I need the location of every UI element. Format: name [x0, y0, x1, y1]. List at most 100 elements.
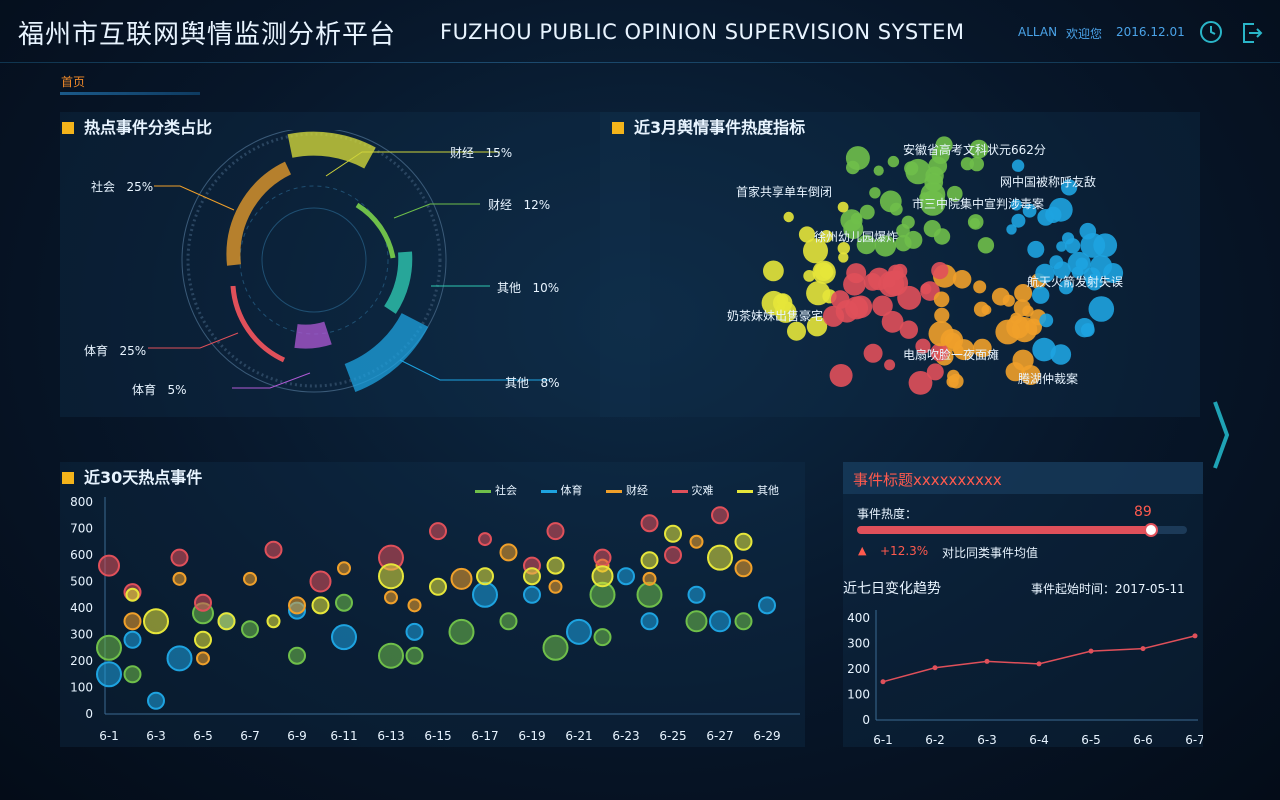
x-tick-label: 6-11	[330, 729, 357, 743]
bubble-dot	[972, 338, 992, 358]
bubble-dot	[1027, 240, 1045, 258]
bubble-dot	[845, 146, 870, 171]
legend-label[interactable]: 社会	[495, 484, 517, 497]
scatter-point	[707, 544, 733, 571]
scatter-point	[243, 571, 257, 586]
scatter-point	[96, 661, 122, 688]
y-tick-label: 0	[85, 707, 93, 721]
x-tick-label: 6-19	[518, 729, 545, 743]
logout-icon[interactable]	[1240, 21, 1264, 45]
bubble-dot	[1035, 263, 1055, 284]
scatter-point	[331, 624, 357, 651]
y-tick-label: 300	[847, 637, 870, 651]
bubble-dot	[1056, 241, 1067, 252]
bubble-dot	[859, 204, 875, 220]
bubble-label[interactable]: 安徽省高考文科状元662分	[903, 143, 1046, 157]
donut-label: 体育 5%	[132, 383, 187, 397]
legend-label[interactable]: 体育	[560, 484, 583, 497]
bubble-dot	[1062, 232, 1075, 245]
scatter-point	[499, 612, 518, 631]
chevron-right-icon[interactable]	[1212, 400, 1230, 470]
scatter-point	[591, 565, 614, 588]
x-tick-label: 6-17	[471, 729, 498, 743]
bubble-dot	[1032, 286, 1050, 304]
donut-arc-sports-25	[230, 285, 286, 363]
scatter-point	[664, 546, 682, 564]
bubble-label[interactable]: 网中国被称呼友敌	[1000, 175, 1097, 189]
heat-bar-fill	[857, 526, 1151, 534]
clock-icon[interactable]	[1199, 20, 1223, 44]
detail-title-bar	[843, 462, 1203, 494]
bubble-dot	[806, 316, 828, 337]
bubble-cloud	[761, 136, 1124, 395]
bubble-label[interactable]: 腾湖仲裁案	[1018, 372, 1079, 386]
current-date: 2016.12.01	[1116, 25, 1185, 39]
bubble-dot	[915, 338, 931, 354]
bubble-label[interactable]: 奶茶妹妹出售豪宅	[727, 309, 824, 323]
scatter-point	[523, 567, 541, 586]
bubble-dot	[837, 201, 849, 213]
scatter-point	[429, 577, 447, 596]
legend-label[interactable]: 灾难	[691, 484, 714, 497]
x-tick-label: 6-1	[873, 733, 893, 747]
bubble-dot	[1048, 197, 1073, 222]
y-tick-label: 600	[70, 548, 93, 562]
bubble-dot	[935, 136, 953, 154]
bubble-dot	[872, 295, 893, 317]
bubble-label[interactable]: 首家共享单车倒闭	[736, 185, 833, 199]
x-tick-label: 6-6	[1133, 733, 1153, 747]
legend-label[interactable]: 其他	[757, 484, 779, 497]
bubble-dot	[879, 190, 902, 213]
bubble-dot	[1011, 213, 1026, 228]
bubble-dot	[995, 319, 1021, 345]
bubble-dot	[1039, 313, 1054, 328]
bubble-dot	[806, 281, 831, 306]
bubble-dot	[881, 310, 904, 333]
scatter-point	[640, 612, 659, 631]
y-tick-label: 100	[847, 688, 870, 702]
x-tick-label: 6-1	[99, 729, 119, 743]
scatter-point	[709, 610, 731, 633]
bubble-label[interactable]: 徐州幼儿园爆炸	[814, 230, 899, 244]
bubble-label[interactable]: 航天火箭发射失误	[1027, 275, 1124, 289]
event-start-time: 事件起始时间：2017-05-11	[1031, 582, 1185, 596]
scatter-point	[642, 571, 657, 586]
scatter-point	[734, 612, 753, 631]
scatter-point	[476, 567, 494, 586]
scatter-point	[309, 570, 332, 593]
bubble-dot	[884, 359, 896, 371]
bubble-dot	[901, 215, 915, 229]
nav-home-tab[interactable]: 首页	[61, 75, 86, 89]
scatter-point	[617, 567, 635, 586]
bubble-label[interactable]: 电扇吹脸一夜面瘫	[903, 348, 1000, 362]
trend-point	[932, 665, 938, 671]
legend-swatch-icon	[475, 489, 491, 493]
donut-label: 财经 15%	[450, 146, 513, 160]
scatter-point	[241, 620, 259, 639]
scatter-point	[172, 571, 187, 586]
scatter-chart: 0 100 200 300 400 500 600 700 800 6-1 6-3 6-5 6-7 6-9…	[70, 495, 800, 743]
bubble-dot	[843, 219, 864, 239]
bubble-dot	[926, 363, 944, 381]
heat-value: 89	[1134, 504, 1152, 520]
scatter-point	[478, 532, 492, 547]
donut-label: 体育 25%	[84, 344, 147, 358]
bubble-dot	[977, 237, 995, 254]
bubble-dot	[895, 235, 912, 252]
detail-panel	[843, 462, 1203, 747]
bubble-dot	[1080, 323, 1095, 337]
heat-bar-knob[interactable]	[1143, 523, 1158, 537]
bubble-label[interactable]: 市三中院集中宣判涉毒案	[912, 197, 1045, 211]
y-tick-label: 300	[70, 628, 93, 642]
scatter-point	[194, 630, 212, 649]
donut-outer-ring	[181, 130, 447, 393]
scatter-point	[166, 645, 193, 672]
bubble-dot	[1071, 266, 1084, 279]
bubble-dot	[1088, 296, 1115, 322]
legend-label[interactable]: 财经	[626, 484, 648, 497]
scatter-point	[450, 567, 473, 590]
user-name[interactable]: ALLAN	[1018, 25, 1058, 39]
donut-arc-society-25	[226, 161, 292, 266]
bubble-dot	[969, 139, 989, 159]
scatter-point	[147, 691, 165, 710]
